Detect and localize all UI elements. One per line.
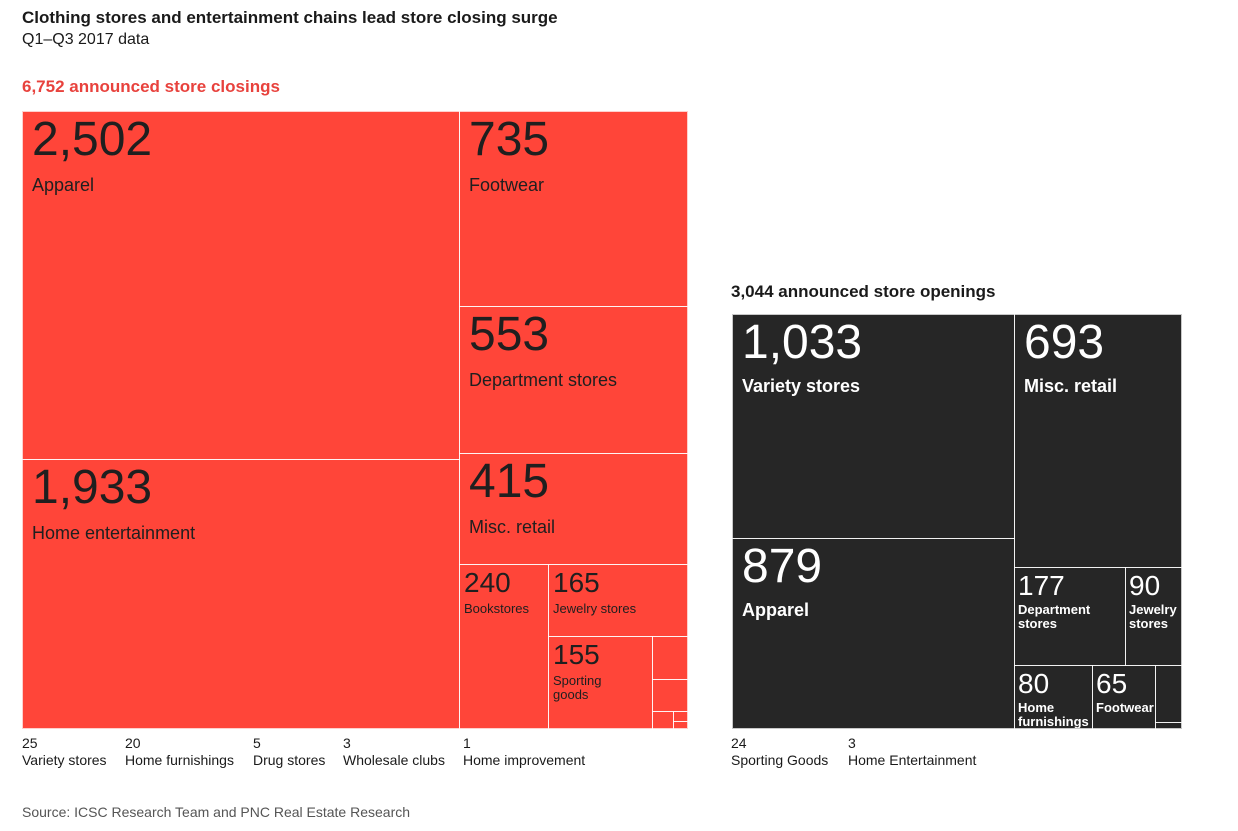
cell-value: 90 — [1129, 570, 1161, 601]
treemap-cell-apparel: 879 Apparel — [732, 538, 1015, 729]
cell-value: 553 — [469, 308, 550, 361]
cell-label: Department stores — [469, 370, 618, 390]
cell-value: 80 — [1018, 668, 1050, 699]
small-category-value: 25 — [22, 735, 38, 751]
treemap-cell-home-furnishings — [652, 679, 688, 712]
small-category-label: Home improvement — [463, 752, 586, 768]
small-category-sporting-goods: 24 Sporting Goods — [731, 735, 828, 769]
treemap-cell-misc-retail: 693 Misc. retail — [1014, 314, 1182, 568]
cell-label: Home entertainment — [32, 523, 196, 543]
treemap-cell-variety-stores: 1,033 Variety stores — [732, 314, 1015, 539]
cell-value: 735 — [469, 113, 550, 166]
small-category-value: 5 — [253, 735, 261, 751]
small-category-label: Drug stores — [253, 752, 326, 768]
treemap-cell-drug-stores — [652, 711, 674, 729]
treemap-cell-department-stores: 553 Department stores — [459, 306, 688, 454]
treemap-cell-home-entertainment — [1155, 722, 1182, 729]
cell-label: Footwear — [469, 175, 545, 195]
treemap-cell-sporting-goods: 155 Sporting goods — [548, 636, 653, 729]
treemap-cell-footwear: 65 Footwear — [1092, 665, 1156, 729]
treemap-cell-variety-stores — [652, 636, 688, 680]
small-category-label: Variety stores — [22, 752, 107, 768]
small-category-label: Sporting Goods — [731, 752, 829, 768]
small-category-value: 3 — [848, 735, 856, 751]
closings-treemap: 2,502 Apparel 1,933 Home entertainment 735 Fo… — [22, 111, 688, 729]
treemap-cell-department-stores: 177 Department stores — [1014, 567, 1126, 666]
chart-title: Clothing stores and entertainment chains… — [22, 8, 558, 27]
small-category-value: 3 — [343, 735, 351, 751]
small-category-label: Home Entertainment — [848, 752, 977, 768]
cell-label: Apparel — [32, 175, 95, 195]
treemap-cell-home-entertainment: 1,933 Home entertainment — [22, 459, 460, 729]
small-category-label: Home furnishings — [125, 752, 234, 768]
cell-value: 65 — [1096, 668, 1128, 699]
cell-label: Misc. retail — [1024, 376, 1118, 396]
small-category-label: Wholesale clubs — [343, 752, 445, 768]
cell-label: Bookstores — [464, 601, 530, 616]
cell-label: Jewelry stores — [1129, 602, 1177, 632]
cell-value: 1,933 — [32, 461, 153, 514]
treemap-cell-footwear: 735 Footwear — [459, 111, 688, 307]
treemap-cell-jewelry-stores: 165 Jewelry stores — [548, 564, 688, 637]
small-category-value: 1 — [463, 735, 471, 751]
cell-label: Department stores — [1018, 602, 1091, 632]
cell-value: 240 — [464, 567, 511, 598]
treemap-cell-home-improvement — [673, 721, 688, 729]
small-category-value: 24 — [731, 735, 747, 751]
treemap-cell-apparel: 2,502 Apparel — [22, 111, 460, 460]
cell-value: 177 — [1018, 570, 1065, 601]
small-category-wholesale-clubs: 3 Wholesale clubs — [343, 735, 445, 769]
cell-value: 693 — [1024, 316, 1105, 369]
cell-value: 879 — [742, 540, 823, 593]
treemap-cell-misc-retail: 415 Misc. retail — [459, 453, 688, 565]
chart-subtitle: Q1–Q3 2017 data — [22, 31, 150, 48]
small-category-home-furnishings: 20 Home furnishings — [125, 735, 234, 769]
cell-label: Variety stores — [742, 376, 861, 396]
cell-label: Footwear — [1096, 700, 1154, 715]
cell-label: Home furnishings — [1018, 700, 1089, 729]
cell-value: 415 — [469, 455, 550, 508]
small-category-value: 20 — [125, 735, 141, 751]
treemap-cell-jewelry-stores: 90 Jewelry stores — [1125, 567, 1182, 666]
small-category-home-entertainment: 3 Home Entertainment — [848, 735, 976, 769]
closings-heading: 6,752 announced store closings — [22, 77, 280, 96]
cell-label: Jewelry stores — [553, 601, 637, 616]
openings-heading: 3,044 announced store openings — [731, 282, 996, 301]
small-category-home-improvement: 1 Home improvement — [463, 735, 585, 769]
cell-value: 2,502 — [32, 113, 153, 166]
cell-value: 1,033 — [742, 316, 863, 369]
cell-value: 165 — [553, 567, 600, 598]
cell-label: Sporting goods — [553, 673, 602, 703]
treemap-cell-bookstores: 240 Bookstores — [459, 564, 549, 729]
small-category-variety-stores: 25 Variety stores — [22, 735, 107, 769]
small-category-drug-stores: 5 Drug stores — [253, 735, 325, 769]
source-note: Source: ICSC Research Team and PNC Real … — [22, 804, 411, 820]
cell-label: Apparel — [742, 600, 810, 620]
openings-treemap: 1,033 Variety stores 879 Apparel 693 Misc. re… — [732, 314, 1182, 729]
cell-label: Misc. retail — [469, 517, 556, 537]
treemap-cell-home-furnishings: 80 Home furnishings — [1014, 665, 1093, 729]
cell-value: 155 — [553, 639, 600, 670]
treemap-cell-sporting-goods — [1155, 665, 1182, 723]
